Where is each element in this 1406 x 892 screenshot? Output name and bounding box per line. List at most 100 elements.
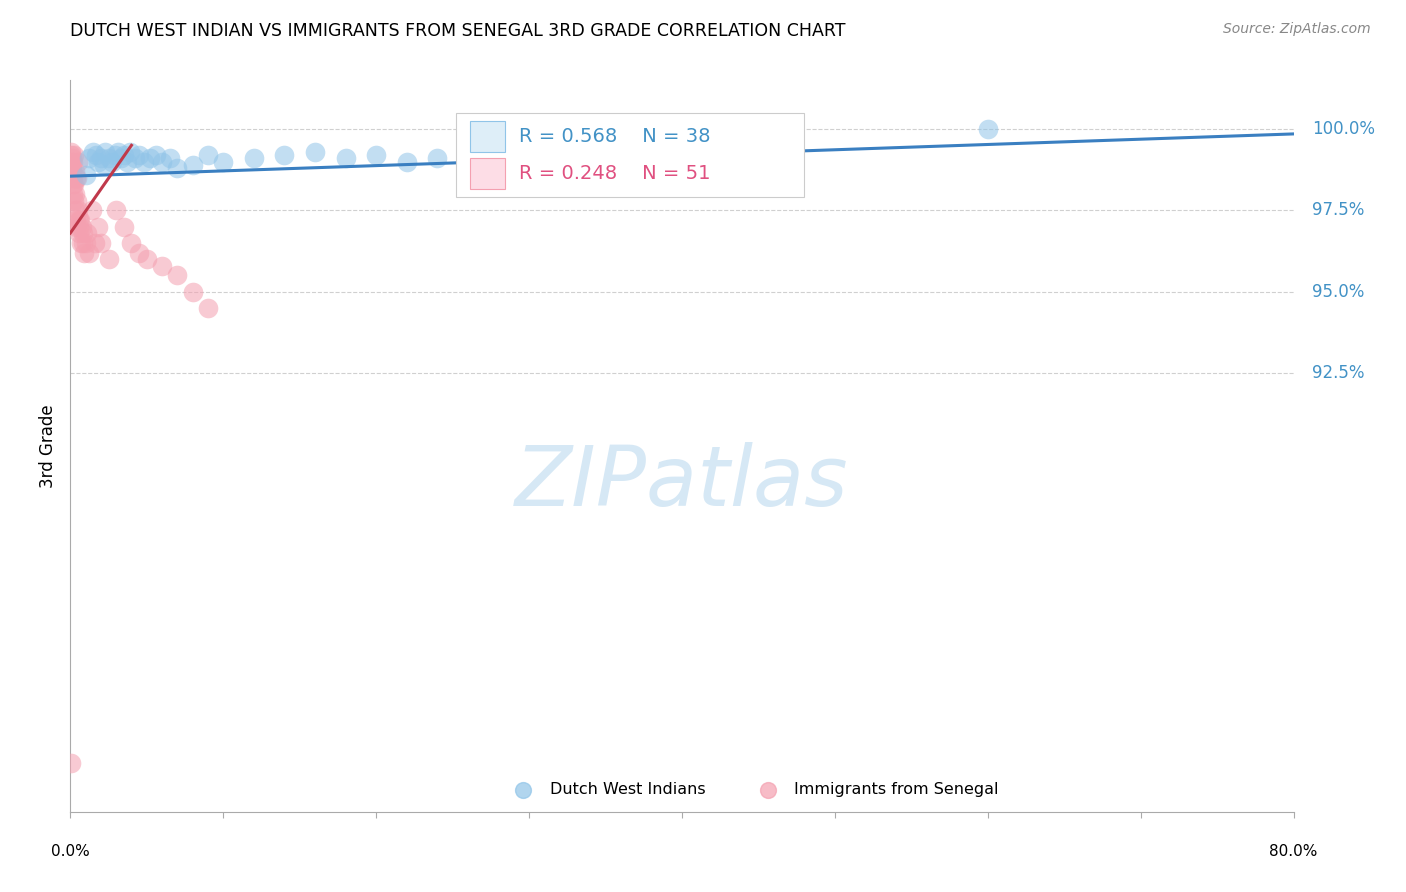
Point [73, 245, 96, 260]
Point [62, 170, 84, 185]
Point [67, 219, 90, 234]
Point [60, 145, 83, 159]
Y-axis label: 3rd Grade: 3rd Grade [39, 404, 58, 488]
Point [457, 145, 479, 159]
Point [304, 145, 326, 159]
Point [100, 154, 122, 169]
Point [90, 151, 112, 165]
Point [87, 154, 110, 169]
Point [128, 245, 150, 260]
FancyBboxPatch shape [456, 113, 804, 197]
Point [243, 151, 266, 165]
Point [60, 756, 83, 770]
Text: 80.0%: 80.0% [1270, 844, 1317, 859]
Point [159, 151, 181, 165]
Text: Immigrants from Senegal: Immigrants from Senegal [794, 782, 998, 797]
Text: Dutch West Indians: Dutch West Indians [550, 782, 706, 797]
Point [80, 203, 103, 218]
Point [94, 145, 117, 159]
Point [84, 148, 107, 162]
Point [105, 203, 128, 218]
Point [62, 178, 84, 192]
Point [115, 154, 138, 169]
Point [104, 148, 127, 162]
Point [112, 219, 135, 234]
Point [60, 161, 83, 175]
Point [75, 235, 97, 250]
Point [60, 154, 83, 169]
Point [62, 187, 84, 202]
Point [70, 219, 93, 234]
Point [335, 151, 357, 165]
Point [77, 245, 100, 260]
Point [75, 168, 97, 182]
Point [83, 235, 105, 250]
Point [181, 285, 204, 299]
Point [145, 148, 167, 162]
Point [366, 148, 388, 162]
Point [90, 235, 112, 250]
FancyBboxPatch shape [470, 158, 505, 188]
Point [197, 301, 219, 315]
Point [63, 203, 86, 218]
Text: ZIPatlas: ZIPatlas [515, 442, 849, 523]
Point [69, 226, 91, 240]
Text: 0.0%: 0.0% [51, 844, 90, 859]
Point [70, 235, 93, 250]
Point [395, 154, 418, 169]
Point [128, 148, 150, 162]
Point [166, 161, 188, 175]
Point [150, 154, 173, 169]
Point [112, 148, 135, 162]
Point [488, 148, 510, 162]
Point [273, 148, 295, 162]
Point [107, 145, 129, 159]
Point [66, 170, 89, 185]
Point [72, 226, 94, 240]
Point [93, 158, 115, 172]
Point [65, 219, 87, 234]
Text: 100.0%: 100.0% [1312, 120, 1375, 138]
Text: 97.5%: 97.5% [1312, 202, 1364, 219]
Point [197, 148, 219, 162]
Point [110, 151, 132, 165]
Point [60, 170, 83, 185]
Point [62, 194, 84, 208]
Point [72, 235, 94, 250]
Point [66, 194, 89, 208]
Point [67, 213, 90, 227]
Point [212, 154, 235, 169]
Point [124, 151, 146, 165]
Text: R = 0.568    N = 38: R = 0.568 N = 38 [519, 127, 710, 146]
Point [97, 252, 120, 266]
Point [976, 122, 998, 136]
Point [166, 268, 188, 283]
Point [118, 145, 141, 159]
Point [121, 235, 143, 250]
Point [135, 252, 157, 266]
Point [67, 154, 90, 169]
Point [82, 145, 104, 159]
Text: 92.5%: 92.5% [1312, 364, 1364, 382]
Text: Source: ZipAtlas.com: Source: ZipAtlas.com [1223, 22, 1371, 37]
Point [60, 148, 83, 162]
Point [63, 187, 86, 202]
Text: R = 0.248    N = 51: R = 0.248 N = 51 [519, 163, 710, 183]
Text: DUTCH WEST INDIAN VS IMMIGRANTS FROM SENEGAL 3RD GRADE CORRELATION CHART: DUTCH WEST INDIAN VS IMMIGRANTS FROM SEN… [70, 22, 846, 40]
Point [132, 154, 155, 169]
Point [63, 164, 86, 178]
Point [87, 219, 110, 234]
Point [63, 148, 86, 162]
FancyBboxPatch shape [470, 121, 505, 152]
Point [76, 226, 98, 240]
Point [69, 213, 91, 227]
Point [65, 213, 87, 227]
Point [150, 259, 173, 273]
Point [65, 170, 87, 185]
Point [97, 151, 120, 165]
Point [139, 151, 162, 165]
Point [62, 154, 84, 169]
Point [60, 151, 83, 165]
Point [426, 151, 449, 165]
Point [63, 178, 86, 192]
